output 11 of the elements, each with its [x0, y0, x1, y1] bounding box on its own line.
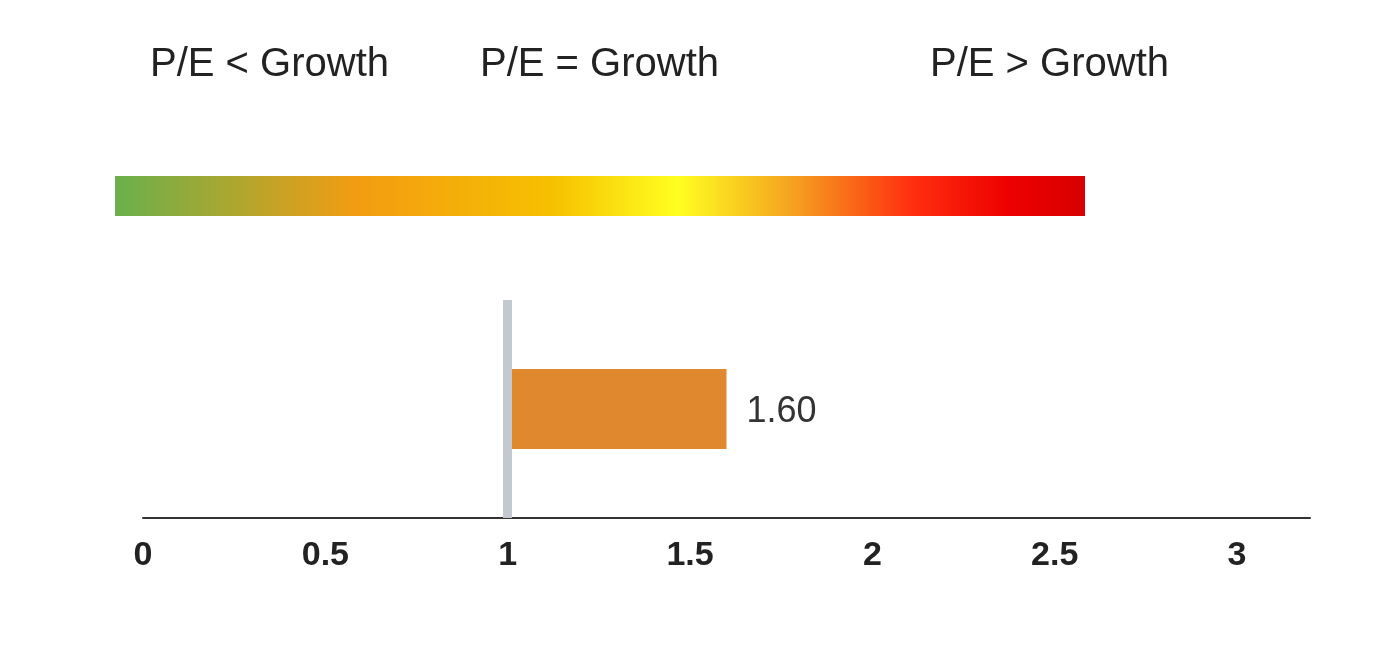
x-tick-label: 0: [133, 534, 153, 572]
data-label: 1.60: [746, 388, 817, 430]
x-tick-label: 2: [862, 534, 882, 572]
x-tick-label: 2.5: [1031, 534, 1079, 572]
x-tick-label: 1: [498, 534, 518, 572]
x-tick-label: 1.5: [666, 534, 714, 572]
text: P/E < Growth: [150, 40, 389, 85]
text: P/E > Growth: [930, 40, 1169, 85]
x-tick-label: 3: [1227, 534, 1247, 572]
x-tick-label: 0.5: [301, 534, 349, 572]
text: P/E = Growth: [480, 40, 719, 85]
